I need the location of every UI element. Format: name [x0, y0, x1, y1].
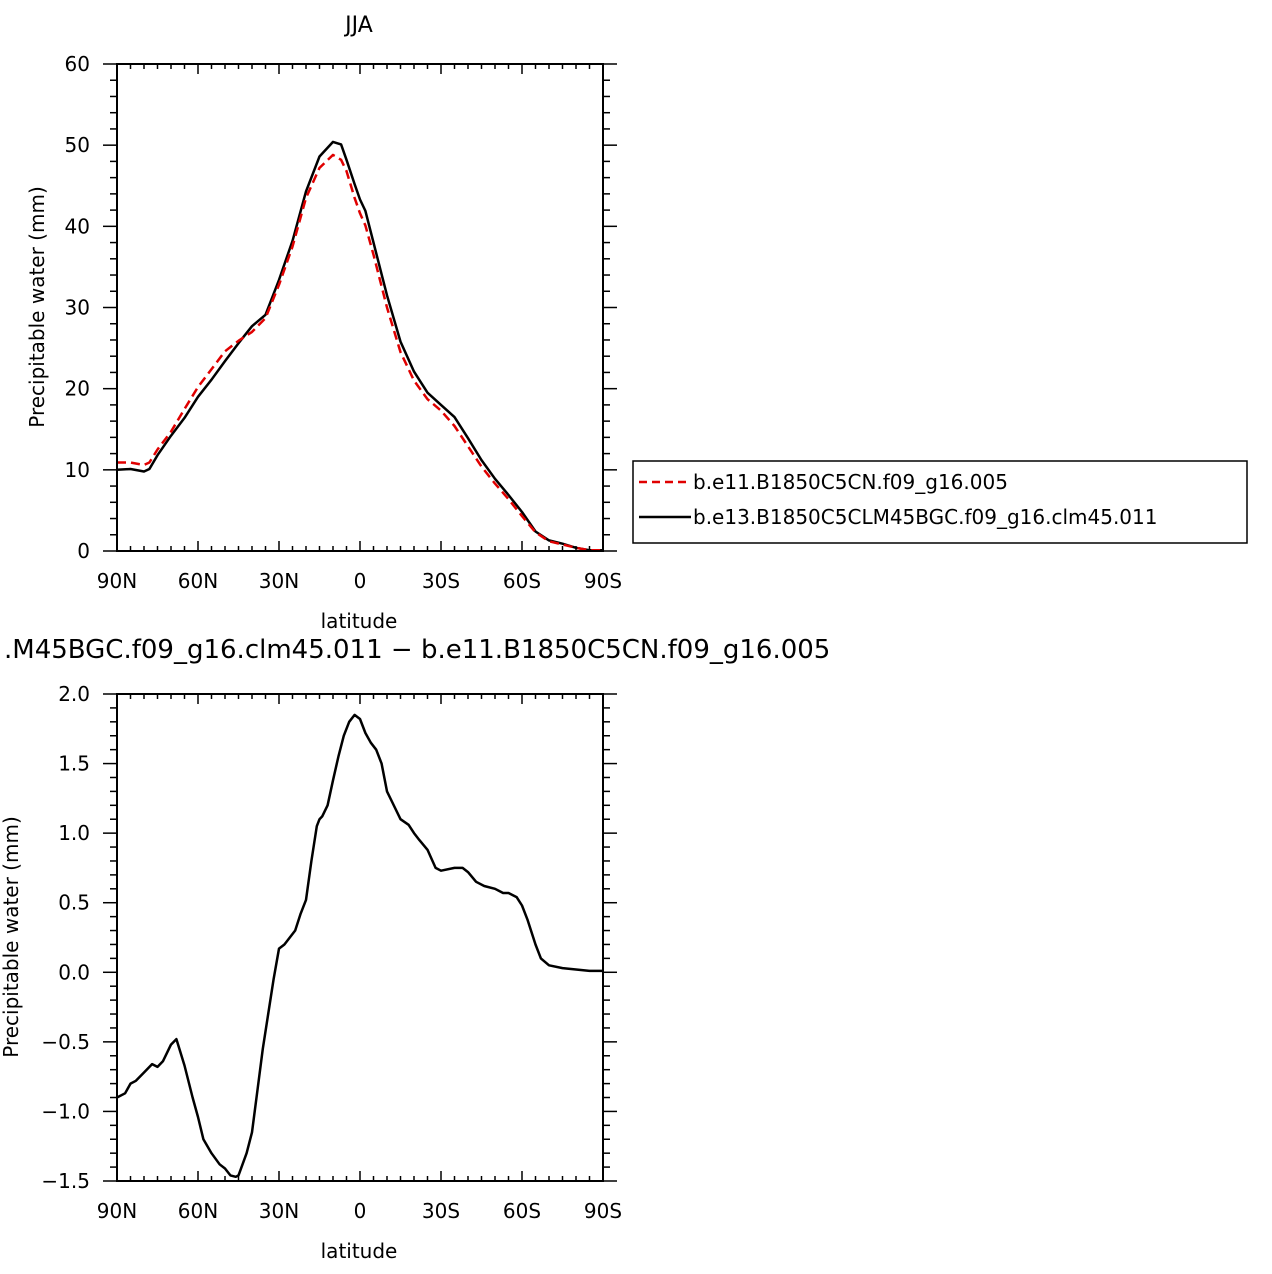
- y-tick-label: 1.5: [58, 752, 90, 776]
- x-tick-label: 30N: [259, 569, 299, 593]
- y-tick-label: 0.5: [58, 891, 90, 915]
- x-tick-label: 60S: [503, 569, 541, 593]
- x-tick-label: 30N: [259, 1199, 299, 1223]
- x-tick-label: 60N: [178, 569, 218, 593]
- y-tick-label: 30: [65, 296, 90, 320]
- x-tick-label: 30S: [422, 1199, 460, 1223]
- top-plot-title: JJA: [343, 13, 373, 38]
- bottom-plot-title: .M45BGC.f09_g16.clm45.011 − b.e11.B1850C…: [4, 635, 830, 665]
- bottom-plot-frame: [116, 693, 604, 1182]
- top-series-line-2: [116, 140, 603, 552]
- y-tick-label: 40: [65, 214, 90, 238]
- y-tick-label: 10: [65, 458, 90, 482]
- y-tick-label: 0.0: [58, 960, 90, 984]
- top-plot-area: [116, 140, 603, 552]
- x-tick-label: 90N: [97, 1199, 137, 1223]
- legend-label-series-1: b.e11.B1850C5CN.f09_g16.005: [693, 470, 1008, 494]
- x-tick-label: 90S: [584, 569, 622, 593]
- bottom-series-line-1: [116, 713, 603, 1179]
- y-tick-label: 20: [65, 377, 90, 401]
- x-tick-label: 60S: [503, 1199, 541, 1223]
- x-tick-label: 60N: [178, 1199, 218, 1223]
- y-tick-label: 2.0: [58, 682, 90, 706]
- legend: b.e11.B1850C5CN.f09_g16.005 b.e13.B1850C…: [632, 460, 1248, 544]
- x-tick-label: 0: [354, 569, 367, 593]
- x-tick-label: 90S: [584, 1199, 622, 1223]
- y-tick-label: 0: [77, 539, 90, 563]
- top-axis-ticks: 90N 60N 30N 0 30S 60S 90S 0 10 20 30 40 50 60: [65, 52, 623, 593]
- top-x-axis-title: latitude: [321, 609, 398, 633]
- top-plot-frame: [116, 63, 604, 552]
- legend-box: [632, 460, 1248, 544]
- top-y-axis-title: Precipitable water (mm): [25, 186, 49, 428]
- y-tick-label: −1.5: [41, 1169, 90, 1193]
- y-tick-label: 1.0: [58, 821, 90, 845]
- x-tick-label: 90N: [97, 569, 137, 593]
- y-tick-label: −1.0: [41, 1099, 90, 1123]
- legend-label-series-2: b.e13.B1850C5CLM45BGC.f09_g16.clm45.011: [693, 505, 1157, 529]
- bottom-plot-area: [116, 713, 603, 1179]
- bottom-y-axis-title: Precipitable water (mm): [0, 816, 23, 1058]
- top-panel: JJA 90N 60N 30N 0 30S 60S 90S 0 10 20 30 40 50 60 lat…: [25, 13, 1248, 633]
- y-tick-label: 50: [65, 133, 90, 157]
- bottom-panel: .M45BGC.f09_g16.clm45.011 − b.e11.B1850C…: [0, 635, 830, 1263]
- y-tick-label: −0.5: [41, 1030, 90, 1054]
- top-series-line-1: [117, 153, 603, 552]
- x-tick-label: 0: [354, 1199, 367, 1223]
- bottom-x-axis-title: latitude: [321, 1239, 398, 1263]
- y-tick-label: 60: [65, 52, 90, 76]
- bottom-axis-ticks: 90N 60N 30N 0 30S 60S 90S −1.5 −1.0 −0.5 0.0 0.5 1.0…: [41, 682, 622, 1223]
- x-tick-label: 30S: [422, 569, 460, 593]
